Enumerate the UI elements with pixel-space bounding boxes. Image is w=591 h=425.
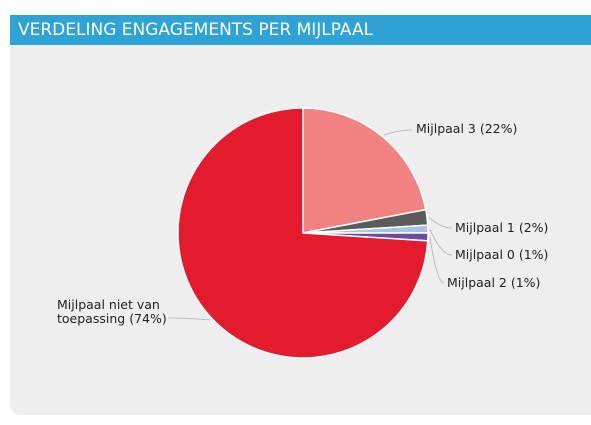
pie-slice: [177, 107, 429, 359]
chart-title: VERDELING ENGAGEMENTS PER MIJLPAAL: [10, 15, 591, 45]
slice-name: Mijlpaal niet van toepassing: [57, 297, 160, 326]
slice-label: Mijlpaal 1 (2%): [455, 221, 585, 235]
leader-line: [428, 216, 453, 229]
slice-name: Mijlpaal 2: [447, 275, 507, 290]
slice-value: (1%): [510, 275, 541, 290]
slice-value: (1%): [518, 247, 549, 262]
slice-value: (74%): [129, 311, 167, 326]
slice-label: Mijlpaal niet van toepassing (74%): [57, 298, 167, 326]
slice-label: Mijlpaal 2 (1%): [447, 276, 577, 290]
slice-name: Mijlpaal 3: [416, 121, 476, 136]
pie-slice: [302, 107, 427, 234]
slice-label: Mijlpaal 0 (1%): [455, 248, 585, 262]
leader-line: [167, 317, 211, 321]
slice-value: (22%): [479, 121, 518, 136]
leader-line: [429, 236, 445, 284]
slice-value: (2%): [518, 220, 549, 235]
slice-label: Mijlpaal 3 (22%): [416, 122, 576, 136]
leader-line: [429, 228, 453, 256]
slice-name: Mijlpaal 0: [455, 247, 515, 262]
leader-line: [383, 129, 413, 136]
slice-name: Mijlpaal 1: [455, 220, 515, 235]
